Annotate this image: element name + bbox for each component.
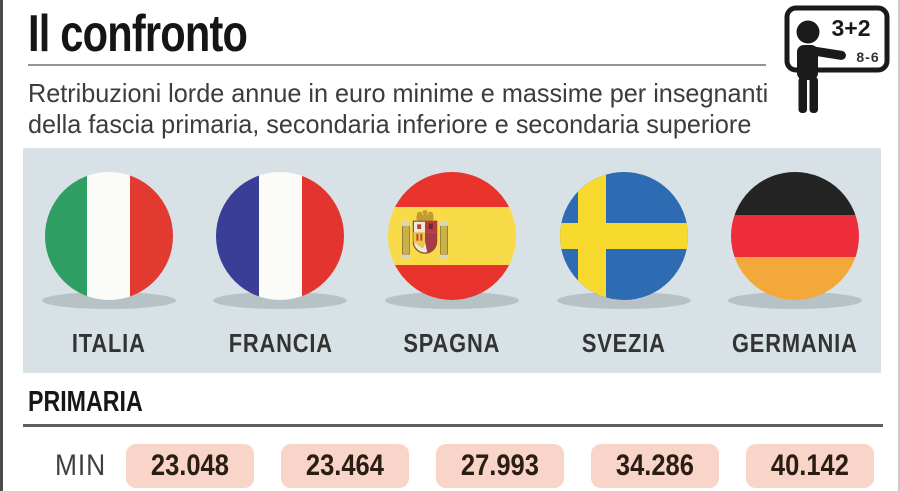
spain-flag-icon [387,172,516,300]
sweden-flag-icon [559,172,688,300]
min-value-text: 40.142 [770,449,849,482]
min-value-text: 34.286 [615,449,694,482]
subtitle-line-2: della fascia primaria, secondaria inferi… [28,109,752,139]
france-flag-icon [216,172,345,300]
min-value-text: 23.464 [305,449,384,482]
country-label-spagna: SPAGNA [403,328,501,358]
country-spagna: SPAGNA [366,148,538,359]
flag-shadow [728,292,863,309]
country-label-francia: FRANCIA [228,328,333,358]
country-label-germania: GERMANIA [732,328,858,358]
flag-shadow [213,292,348,309]
min-row: MIN 23.048 23.464 27.993 34.286 40.142 [3,443,898,489]
flags-band: ITALIA FRANCIA [23,148,881,373]
page-title: Il confronto [28,5,248,63]
subtitle: Retribuzioni lorde annue in euro minime … [28,78,768,140]
board-text-bottom: 8-6 [856,49,879,65]
country-italia: ITALIA [23,148,195,359]
min-value-francia: 23.464 [281,444,409,488]
min-value-italia: 23.048 [126,444,254,488]
country-germania: GERMANIA [709,148,881,359]
section-title: PRIMARIA [28,386,143,418]
country-svezia: SVEZIA [538,148,710,359]
country-label-svezia: SVEZIA [581,328,666,358]
spain-coat-of-arms-icon [401,210,449,259]
italy-flag-icon [44,172,173,300]
min-value-germania: 40.142 [746,444,874,488]
min-value-text: 23.048 [150,449,229,482]
min-row-label: MIN [55,449,107,482]
min-value-spagna: 27.993 [436,444,564,488]
germany-flag-icon [731,172,860,300]
country-label-italia: ITALIA [71,328,146,358]
flag-shadow [384,292,519,309]
board-text-top: 3+2 [831,15,870,41]
min-value-text: 27.993 [460,449,539,482]
section-divider [23,424,883,427]
subtitle-line-1: Retribuzioni lorde annue in euro minime … [28,78,769,108]
flag-shadow [41,292,176,309]
teacher-blackboard-icon: 3+2 8-6 [771,3,893,117]
title-divider [28,64,766,66]
country-francia: FRANCIA [195,148,367,359]
min-value-svezia: 34.286 [591,444,719,488]
teacher-silhouette [796,20,846,113]
